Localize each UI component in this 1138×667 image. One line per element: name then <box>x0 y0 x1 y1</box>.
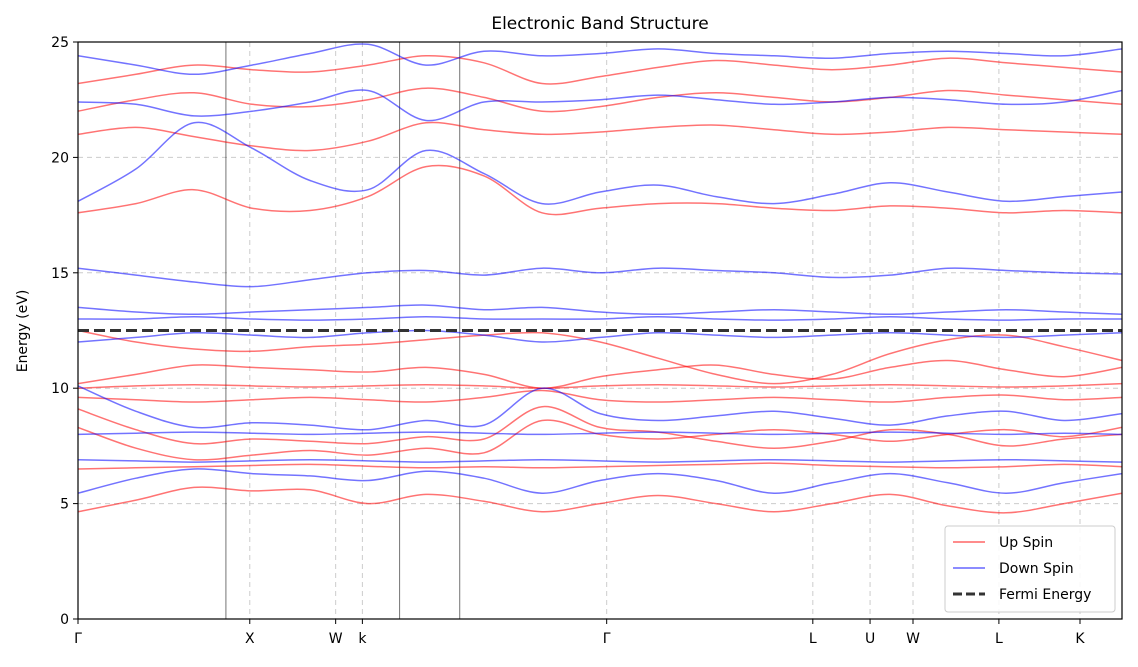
down-spin-band-line <box>78 304 1122 316</box>
down-spin-band-line <box>78 267 1122 288</box>
down-spin-band-line <box>78 458 1122 463</box>
down-spin-band-line <box>78 431 1122 436</box>
y-tick-label: 20 <box>51 150 69 166</box>
y-tick-label: 10 <box>51 381 69 397</box>
up-spin-band-line <box>78 55 1122 85</box>
up-spin-band-line <box>78 359 1122 389</box>
series-layer <box>78 43 1122 514</box>
x-tick-label: U <box>865 631 875 647</box>
up-spin-band-line <box>78 329 1122 385</box>
down-spin-band-line <box>78 468 1122 494</box>
up-spin-band-line <box>78 462 1122 470</box>
x-tick-label: Γ <box>74 631 82 647</box>
up-spin-band-line <box>78 486 1122 514</box>
plot-frame <box>77 41 1123 620</box>
y-tick-label: 5 <box>60 497 69 513</box>
up-spin-band-line <box>78 405 1122 449</box>
x-tick-label: L <box>809 631 817 647</box>
x-tick-label: Γ <box>603 631 611 647</box>
y-tick-label: 15 <box>51 266 69 282</box>
y-tick-label: 25 <box>51 35 69 51</box>
x-tick-label: X <box>245 631 255 647</box>
down-spin-band-line <box>78 121 1122 205</box>
x-tick-label: k <box>358 631 367 647</box>
legend: Up Spin Down Spin Fermi Energy <box>944 525 1116 613</box>
x-tick-label: W <box>329 631 343 647</box>
legend-box <box>944 525 1116 613</box>
down-spin-band-line <box>78 89 1122 122</box>
up-spin-band-line <box>78 389 1122 403</box>
legend-label: Up Spin <box>999 535 1053 551</box>
down-spin-band-line <box>78 329 1122 343</box>
up-spin-band-line <box>78 382 1122 389</box>
up-spin-band-line <box>78 87 1122 113</box>
y-tick-label: 0 <box>60 612 69 628</box>
x-tick-label: L <box>995 631 1003 647</box>
legend-label: Down Spin <box>999 561 1074 577</box>
legend-label: Fermi Energy <box>999 587 1091 603</box>
down-spin-band-line <box>78 385 1122 431</box>
x-tick-label: K <box>1075 631 1085 647</box>
chart-title: Electronic Band Structure <box>491 14 708 34</box>
down-spin-band-line <box>78 315 1122 321</box>
x-tick-label: W <box>906 631 920 647</box>
up-spin-band-line <box>78 164 1122 216</box>
up-spin-band-line <box>78 121 1122 152</box>
down-spin-band-line <box>78 43 1122 76</box>
y-axis-label: Energy (eV) <box>15 290 31 373</box>
